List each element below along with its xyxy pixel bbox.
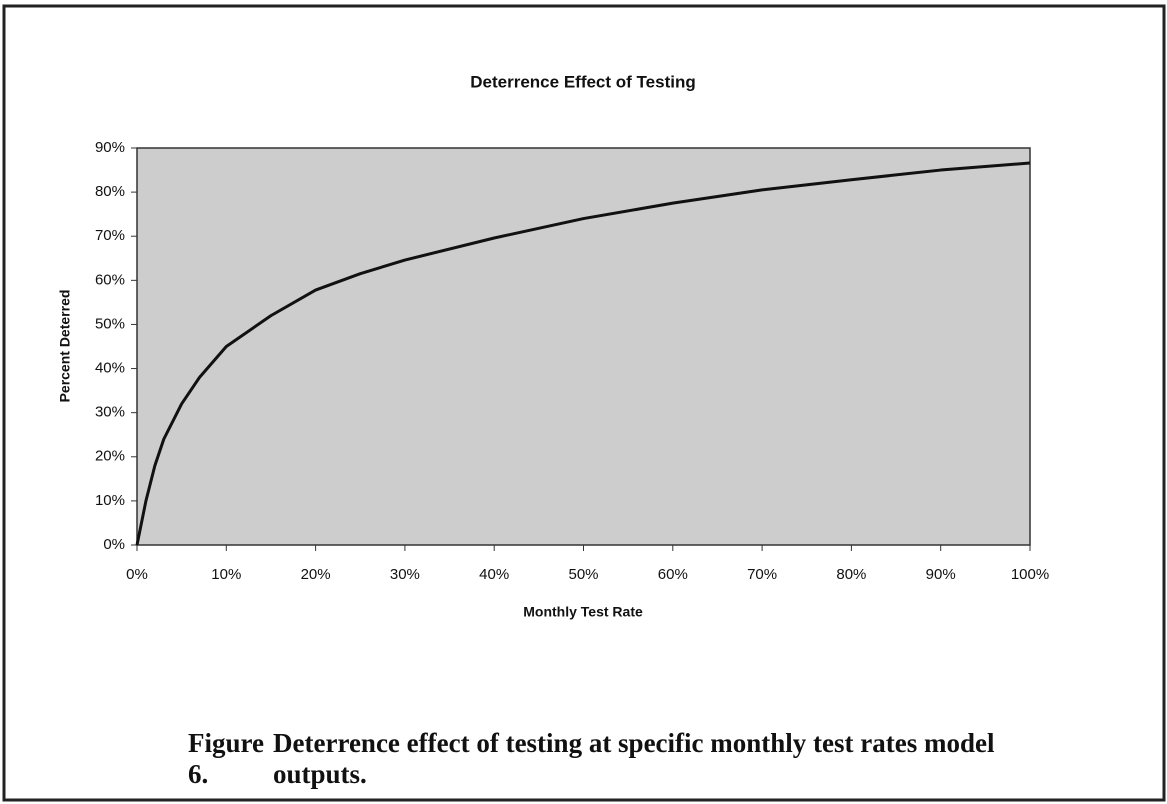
x-tick-label: 70% <box>747 566 777 583</box>
x-tick-label: 50% <box>568 566 598 583</box>
plot-area <box>136 147 1031 546</box>
y-tick-label: 0% <box>103 536 125 553</box>
x-tick-label: 20% <box>301 566 331 583</box>
chart-title: Deterrence Effect of Testing <box>470 72 695 91</box>
x-tick-label: 0% <box>126 566 148 583</box>
caption-text: Deterrence effect of testing at specific… <box>273 728 995 789</box>
y-tick-label: 80% <box>95 183 125 200</box>
y-tick-label: 70% <box>95 227 125 244</box>
y-tick-label: 60% <box>95 271 125 288</box>
x-tick-label: 60% <box>658 566 688 583</box>
x-tick-label: 80% <box>836 566 866 583</box>
y-tick-label: 50% <box>95 315 125 332</box>
x-tick-label: 10% <box>211 566 241 583</box>
y-tick-label: 10% <box>95 492 125 509</box>
y-axis-label: Percent Deterred <box>57 290 73 403</box>
caption-label: Figure 6. <box>188 728 264 789</box>
x-axis-label: Monthly Test Rate <box>523 604 643 620</box>
series-line <box>135 161 1031 546</box>
frame <box>2 4 1166 802</box>
y-tick-label: 20% <box>95 448 125 465</box>
x-tick-label: 100% <box>1011 566 1049 583</box>
y-tick-label: 90% <box>95 139 125 156</box>
x-tick-label: 90% <box>926 566 956 583</box>
x-tick-label: 40% <box>479 566 509 583</box>
y-tick-label: 40% <box>95 360 125 377</box>
x-tick-label: 30% <box>390 566 420 583</box>
y-tick-label: 30% <box>95 404 125 421</box>
caption: Figure 6. Deterrence effect of testing a… <box>188 728 1093 790</box>
